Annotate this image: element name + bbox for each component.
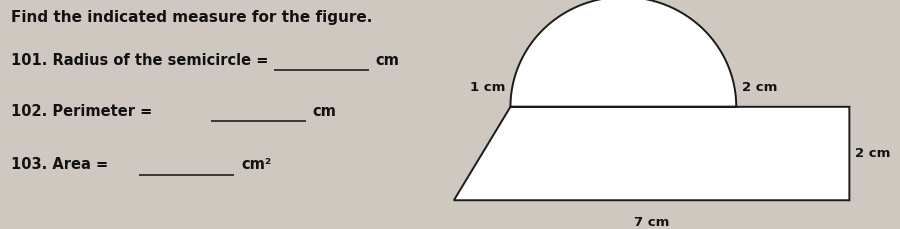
Text: Find the indicated measure for the figure.: Find the indicated measure for the figur…: [11, 10, 373, 25]
Text: cm²: cm²: [241, 157, 271, 172]
Polygon shape: [454, 0, 850, 200]
Text: cm: cm: [375, 53, 400, 68]
Text: 103. Area =: 103. Area =: [11, 157, 108, 172]
Text: 101. Radius of the semicircle =: 101. Radius of the semicircle =: [11, 53, 268, 68]
Text: 102. Perimeter =: 102. Perimeter =: [11, 104, 152, 119]
Text: 2 cm: 2 cm: [742, 81, 777, 93]
Text: 7 cm: 7 cm: [634, 216, 670, 229]
Text: 2 cm: 2 cm: [855, 147, 890, 160]
Text: cm: cm: [313, 104, 337, 119]
Text: 1 cm: 1 cm: [470, 81, 505, 93]
